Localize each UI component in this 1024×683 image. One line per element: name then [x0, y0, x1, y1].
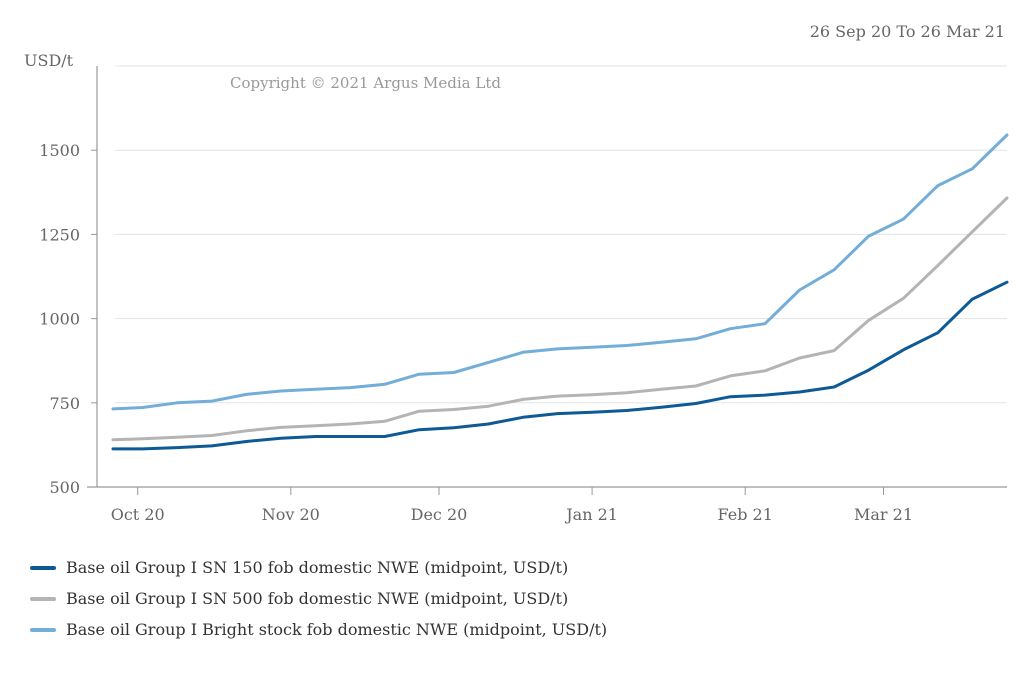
chart-legend: Base oil Group I SN 150 fob domestic NWE… [30, 552, 607, 645]
x-tick-label: Feb 21 [718, 505, 773, 524]
x-tick-label: Jan 21 [564, 505, 618, 524]
x-tick-label: Nov 20 [262, 505, 320, 524]
series-line-sn500 [111, 196, 1009, 442]
y-tick-label: 500 [49, 478, 80, 497]
x-tick-label: Mar 21 [854, 505, 913, 524]
legend-swatch-sn150 [30, 565, 56, 570]
copyright-notice: Copyright © 2021 Argus Media Ltd [230, 74, 501, 92]
legend-swatch-bright-stock [30, 627, 56, 632]
date-range-label: 26 Sep 20 To 26 Mar 21 [809, 22, 1005, 41]
axes: 500 750 1000 1250 1500 Oct 20 Nov 20 Dec 20 Jan … [39, 66, 1007, 524]
y-tick-label: 750 [49, 394, 80, 413]
legend-item-sn500[interactable]: Base oil Group I SN 500 fob domestic NWE… [30, 583, 607, 614]
x-tick-label: Oct 20 [111, 505, 165, 524]
x-tick-label: Dec 20 [411, 505, 468, 524]
series-line-sn150 [111, 280, 1009, 451]
legend-label-sn150: Base oil Group I SN 150 fob domestic NWE… [66, 558, 569, 577]
y-tick-label: 1500 [39, 141, 80, 160]
series-line-bright-stock [111, 133, 1009, 411]
gridlines [115, 65, 1007, 404]
legend-item-bright-stock[interactable]: Base oil Group I Bright stock fob domest… [30, 614, 607, 645]
series-lines [111, 133, 1009, 451]
y-tick-label: 1250 [39, 225, 80, 244]
y-axis-unit-label: USD/t [24, 51, 74, 70]
y-tick-label: 1000 [39, 310, 80, 329]
legend-swatch-sn500 [30, 596, 56, 601]
legend-label-bright-stock: Base oil Group I Bright stock fob domest… [66, 620, 608, 639]
legend-label-sn500: Base oil Group I SN 500 fob domestic NWE… [66, 589, 569, 608]
legend-item-sn150[interactable]: Base oil Group I SN 150 fob domestic NWE… [30, 552, 607, 583]
